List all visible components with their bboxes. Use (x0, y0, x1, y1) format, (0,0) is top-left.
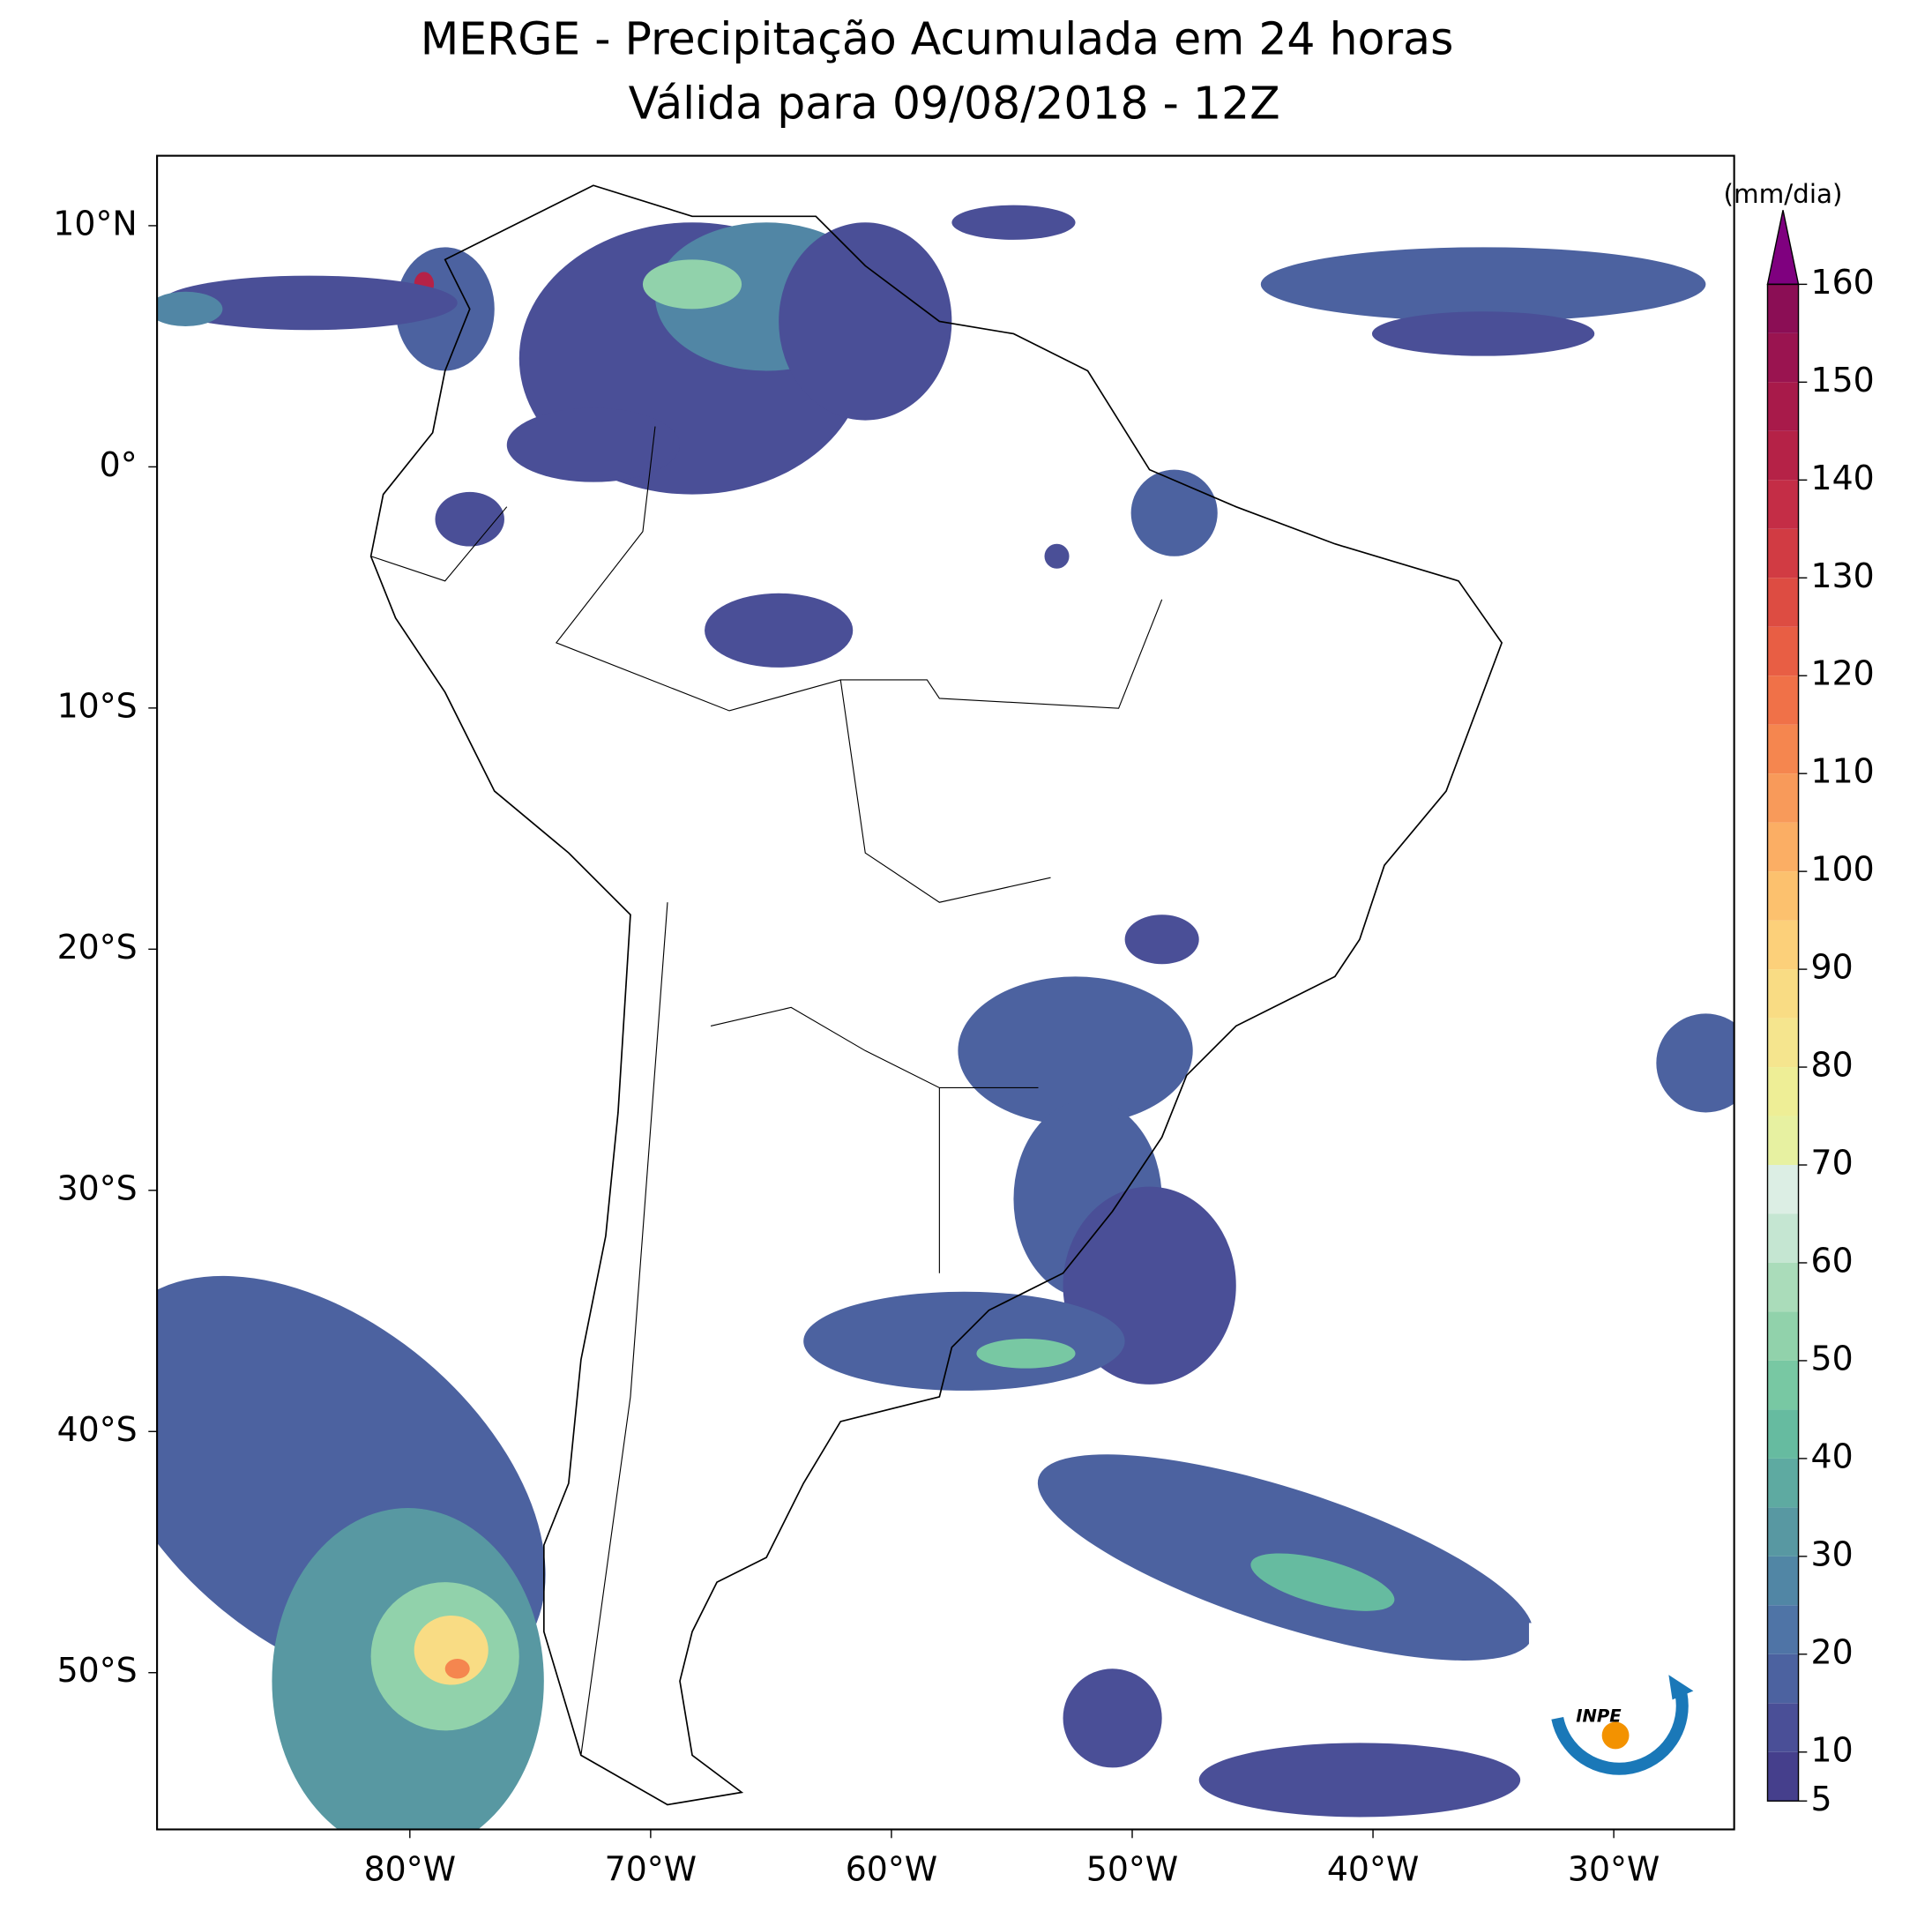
colorbar-tick-label: 120 (1811, 654, 1875, 693)
y-tick-label: 0° (100, 445, 138, 484)
colorbar-band (1767, 871, 1799, 921)
colorbar-band (1767, 969, 1799, 1019)
colorbar-tick-label: 70 (1811, 1144, 1854, 1183)
colorbar-band (1767, 1458, 1799, 1508)
x-tick-label: 40°W (1327, 1850, 1419, 1889)
colorbar-band (1767, 1653, 1799, 1704)
logo: INPE (1528, 1623, 1715, 1784)
colorbar-band (1767, 1507, 1799, 1556)
colorbar-band (1767, 1213, 1799, 1263)
colorbar-tick-label: 5 (1811, 1780, 1832, 1818)
colorbar-band (1767, 1165, 1799, 1214)
axes-frame (156, 154, 1735, 1831)
x-tick-label: 70°W (605, 1850, 697, 1889)
colorbar-frame (1766, 283, 1800, 1802)
colorbar-band (1767, 920, 1799, 970)
colorbar-band (1767, 1262, 1799, 1312)
colorbar-band (1767, 430, 1799, 481)
colorbar-band (1767, 1409, 1799, 1459)
colorbar-tick-label: 100 (1811, 850, 1875, 889)
colorbar-band (1767, 1751, 1799, 1802)
colorbar-band (1767, 284, 1799, 333)
precipitation (157, 205, 1734, 1830)
colorbar-tick-label: 30 (1811, 1534, 1854, 1573)
colorbar-band (1767, 1067, 1799, 1116)
colorbar-band (1767, 773, 1799, 823)
colorbar-band (1767, 578, 1799, 627)
colorbar-tick-label: 20 (1811, 1632, 1854, 1671)
colorbar-tick-label: 160 (1811, 263, 1875, 302)
map (157, 184, 1734, 1830)
colorbar-tick-label: 150 (1811, 361, 1875, 399)
colorbar-band (1767, 1605, 1799, 1654)
x-tick-label: 60°W (846, 1850, 937, 1889)
colorbar-band (1767, 1116, 1799, 1166)
logo-text: INPE (1576, 1706, 1622, 1727)
colorbar-tick-label: 110 (1811, 752, 1875, 791)
chart-title: MERGE - Precipitação Acumulada em 24 hor… (421, 13, 1454, 65)
chart-subtitle: Válida para 09/08/2018 - 12Z (629, 78, 1280, 130)
colorbar-tick-label: 90 (1811, 948, 1854, 987)
colorbar-band (1767, 528, 1799, 579)
colorbar-tick-label: 50 (1811, 1339, 1854, 1377)
borders (370, 426, 1163, 1756)
colorbar-band (1767, 1018, 1799, 1068)
y-tick-label: 40°S (57, 1410, 138, 1449)
y-tick-label: 10°N (53, 204, 137, 243)
colorbar-extend (1766, 210, 1800, 286)
colorbar-band (1767, 1703, 1799, 1752)
x-tick-label: 80°W (364, 1850, 456, 1889)
colorbar-band (1767, 1556, 1799, 1606)
colorbar-tick-label: 80 (1811, 1046, 1854, 1085)
colorbar-band (1767, 626, 1799, 676)
y-tick-label: 50°S (57, 1651, 138, 1690)
colorbar-band (1767, 1360, 1799, 1410)
colorbar-band (1767, 480, 1799, 529)
y-tick-label: 20°S (57, 928, 138, 967)
x-tick-label: 30°W (1568, 1850, 1660, 1889)
colorbar-tick-label: 130 (1811, 556, 1875, 595)
colorbar-band (1767, 724, 1799, 774)
colorbar-tick-label: 60 (1811, 1241, 1854, 1280)
colorbar-tick-label: 140 (1811, 459, 1875, 497)
colorbar-label: (mm/dia) (1723, 179, 1842, 209)
colorbar-band (1767, 382, 1799, 431)
colorbar-band (1767, 332, 1799, 383)
colorbar-band (1767, 1311, 1799, 1361)
colorbar-tick-label: 40 (1811, 1437, 1854, 1475)
colorbar-tick-label: 10 (1811, 1730, 1854, 1769)
y-tick-label: 10°S (57, 686, 138, 725)
x-tick-label: 50°W (1086, 1850, 1178, 1889)
colorbar-band (1767, 676, 1799, 725)
colorbar-band (1767, 822, 1799, 872)
y-tick-label: 30°S (57, 1168, 138, 1207)
coastline (369, 184, 1503, 1806)
